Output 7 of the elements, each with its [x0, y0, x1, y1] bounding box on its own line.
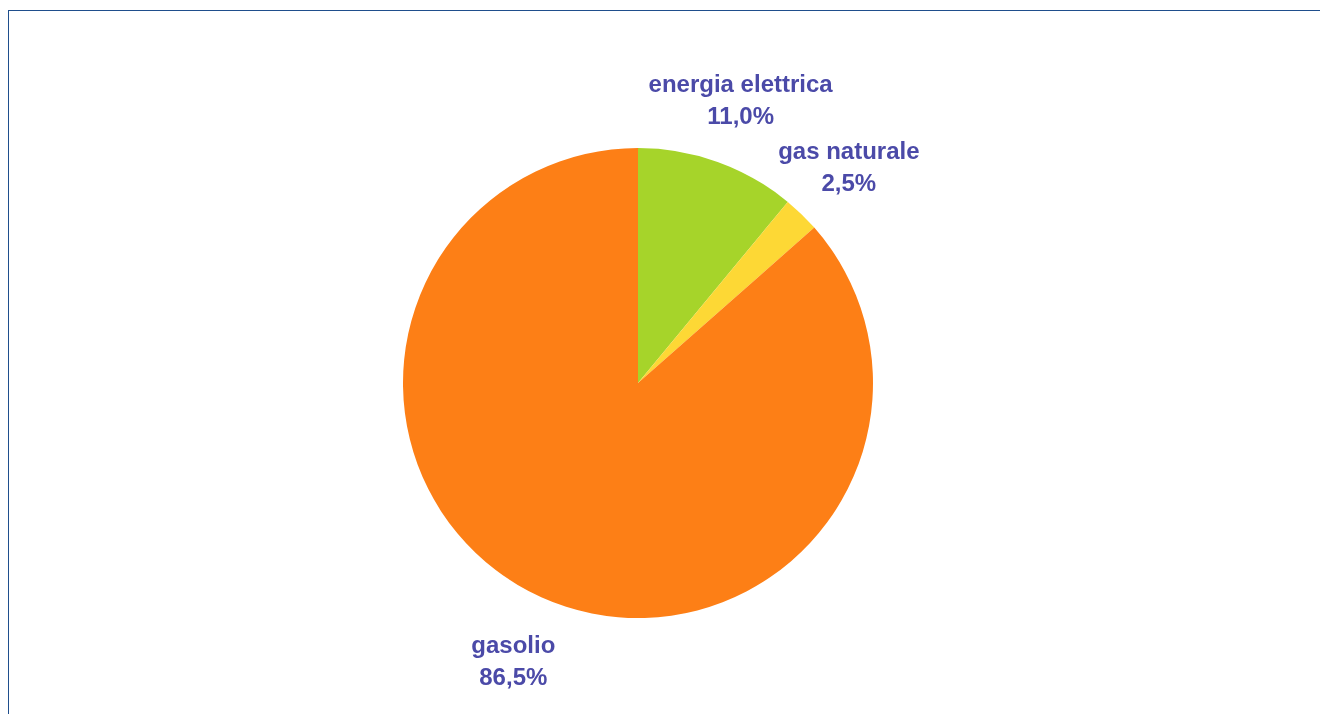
slice-label: gasolio — [471, 631, 556, 659]
data-label: 86,5% — [479, 663, 548, 691]
data-label: 11,0% — [707, 101, 774, 129]
slice-label: gas naturale — [778, 137, 920, 165]
pie-slice — [638, 201, 815, 383]
data-label: 2,5% — [821, 169, 877, 197]
slice-label: energia elettrica — [648, 69, 834, 97]
